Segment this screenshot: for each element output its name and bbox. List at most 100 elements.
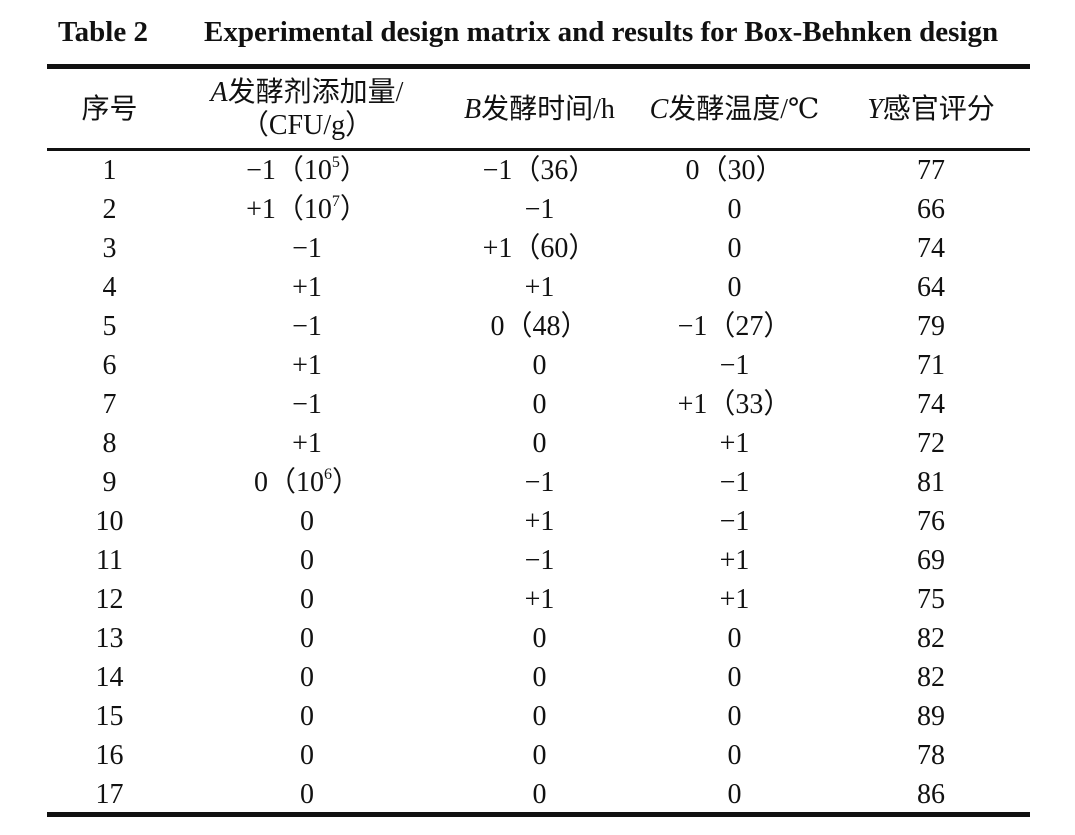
cell-factor-a: −1（105） — [246, 154, 368, 187]
cell-score: 82 — [917, 623, 945, 654]
cell-factor-c: 0 — [727, 740, 742, 771]
header-index: 序号 — [81, 93, 138, 125]
cell-index: 1 — [102, 155, 117, 186]
header-factor-b: B发酵时间/h — [464, 93, 615, 125]
cell-score: 76 — [917, 506, 945, 537]
header-response-y: Y感官评分 — [867, 93, 995, 125]
cell-factor-a: 0 — [300, 506, 314, 537]
table-row: 3 −1 +1（60） 0 74 — [47, 229, 1030, 268]
cell-factor-a: 0 — [300, 779, 314, 810]
cell-factor-b: 0（48） — [490, 311, 589, 342]
cell-factor-b: 0 — [532, 740, 547, 771]
table-row: 14 0 0 0 82 — [47, 658, 1030, 697]
var-y: Y — [867, 93, 883, 125]
var-b: B — [464, 93, 482, 125]
cell-factor-b: −1（36） — [482, 155, 597, 186]
cell-index: 7 — [102, 389, 117, 420]
cell-index: 8 — [102, 428, 117, 459]
cell-index: 4 — [102, 272, 117, 303]
cell-factor-b: −1 — [524, 545, 555, 576]
top-rule — [47, 64, 1030, 69]
cell-index: 14 — [95, 662, 124, 693]
cell-index: 13 — [95, 623, 124, 654]
cell-factor-c: 0 — [727, 701, 742, 732]
cell-factor-b: −1 — [524, 194, 555, 225]
table-caption: Table 2 Experimental design matrix and re… — [58, 16, 1035, 49]
cell-factor-a: −1 — [292, 233, 322, 264]
cell-factor-a: 0 — [300, 701, 314, 732]
cell-factor-c: 0 — [727, 662, 742, 693]
var-c: C — [649, 93, 669, 125]
cell-index: 5 — [102, 311, 117, 342]
cell-index: 17 — [95, 779, 124, 810]
table-row: 16 0 0 0 78 — [47, 736, 1030, 775]
table-number: Table 2 — [58, 16, 148, 48]
cell-factor-c: 0 — [727, 272, 742, 303]
table-row: 17 0 0 0 86 — [47, 775, 1030, 814]
cell-factor-a: 0（106） — [253, 466, 361, 499]
cell-factor-b: +1 — [524, 584, 555, 615]
cell-index: 3 — [102, 233, 117, 264]
cell-score: 89 — [917, 701, 945, 732]
cell-score: 86 — [917, 779, 945, 810]
cell-factor-a: +1 — [292, 428, 322, 459]
cell-score: 78 — [917, 740, 945, 771]
cell-factor-c: 0 — [727, 194, 742, 225]
table-title: Experimental design matrix and results f… — [204, 16, 999, 48]
cell-factor-b: 0 — [532, 662, 547, 693]
cell-index: 12 — [95, 584, 124, 615]
table-row: 6 +1 0 −1 71 — [47, 346, 1030, 385]
bottom-rule — [47, 812, 1030, 817]
cell-factor-a: 0 — [300, 662, 314, 693]
cell-factor-b: 0 — [532, 350, 547, 381]
cell-score: 74 — [917, 389, 945, 420]
cell-score: 66 — [917, 194, 945, 225]
cell-factor-c: 0（30） — [685, 155, 784, 186]
cell-score: 81 — [917, 467, 945, 498]
cell-factor-c: 0 — [727, 233, 742, 264]
cell-index: 16 — [95, 740, 124, 771]
cell-factor-a: −1 — [292, 311, 322, 342]
header-factor-a: A发酵剂添加量/ （CFU/g） — [210, 77, 404, 141]
cell-factor-c: 0 — [727, 779, 742, 810]
cell-factor-c: −1 — [719, 350, 750, 381]
cell-factor-c: 0 — [727, 623, 742, 654]
cell-factor-c: −1 — [719, 506, 750, 537]
cell-index: 2 — [102, 194, 117, 225]
cell-factor-a: 0 — [300, 740, 314, 771]
cell-score: 75 — [917, 584, 945, 615]
cell-factor-c: −1 — [719, 467, 750, 498]
cell-factor-a: 0 — [300, 623, 314, 654]
cell-factor-b: −1 — [524, 467, 555, 498]
cell-factor-b: 0 — [532, 428, 547, 459]
cell-factor-a: +1（107） — [246, 193, 368, 226]
cell-factor-b: 0 — [532, 389, 547, 420]
cell-score: 72 — [917, 428, 945, 459]
cell-index: 11 — [96, 545, 123, 576]
cell-score: 79 — [917, 311, 945, 342]
cell-factor-a: 0 — [300, 584, 314, 615]
cell-factor-a: +1 — [292, 350, 322, 381]
table-row: 13 0 0 0 82 — [47, 619, 1030, 658]
cell-factor-a: 0 — [300, 545, 314, 576]
header-rule — [47, 148, 1030, 151]
table-row: 11 0 −1 +1 69 — [47, 541, 1030, 580]
cell-factor-b: +1 — [524, 506, 555, 537]
var-a: A — [210, 77, 228, 108]
cell-score: 64 — [917, 272, 945, 303]
cell-factor-c: +1（33） — [677, 389, 792, 420]
table-body: 1 −1（105） −1（36） 0（30） 77 2 +1（107） −1 0… — [47, 151, 1030, 814]
table-row: 9 0（106） −1 −1 81 — [47, 463, 1030, 502]
cell-factor-c: +1 — [719, 428, 750, 459]
table-row: 2 +1（107） −1 0 66 — [47, 190, 1030, 229]
table-row: 10 0 +1 −1 76 — [47, 502, 1030, 541]
cell-score: 74 — [917, 233, 945, 264]
cell-factor-a: −1 — [292, 389, 322, 420]
cell-factor-b: 0 — [532, 623, 547, 654]
cell-factor-c: +1 — [719, 545, 750, 576]
cell-index: 9 — [102, 467, 117, 498]
cell-score: 71 — [917, 350, 945, 381]
header-factor-c: C发酵温度/℃ — [649, 93, 820, 125]
table-row: 7 −1 0 +1（33） 74 — [47, 385, 1030, 424]
cell-factor-b: 0 — [532, 701, 547, 732]
